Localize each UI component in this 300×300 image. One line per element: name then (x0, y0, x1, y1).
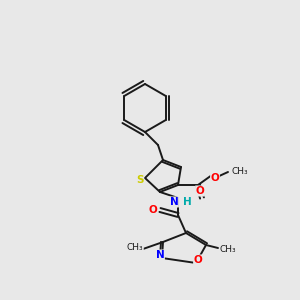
Text: O: O (211, 173, 219, 183)
Text: CH₃: CH₃ (220, 245, 236, 254)
Text: H: H (183, 197, 191, 207)
Text: S: S (136, 175, 144, 185)
Text: CH₃: CH₃ (232, 167, 248, 176)
Text: O: O (194, 255, 202, 265)
Text: N: N (156, 250, 164, 260)
Text: O: O (196, 186, 204, 196)
Text: O: O (148, 205, 158, 215)
Text: N: N (169, 197, 178, 207)
Text: CH₃: CH₃ (127, 242, 143, 251)
